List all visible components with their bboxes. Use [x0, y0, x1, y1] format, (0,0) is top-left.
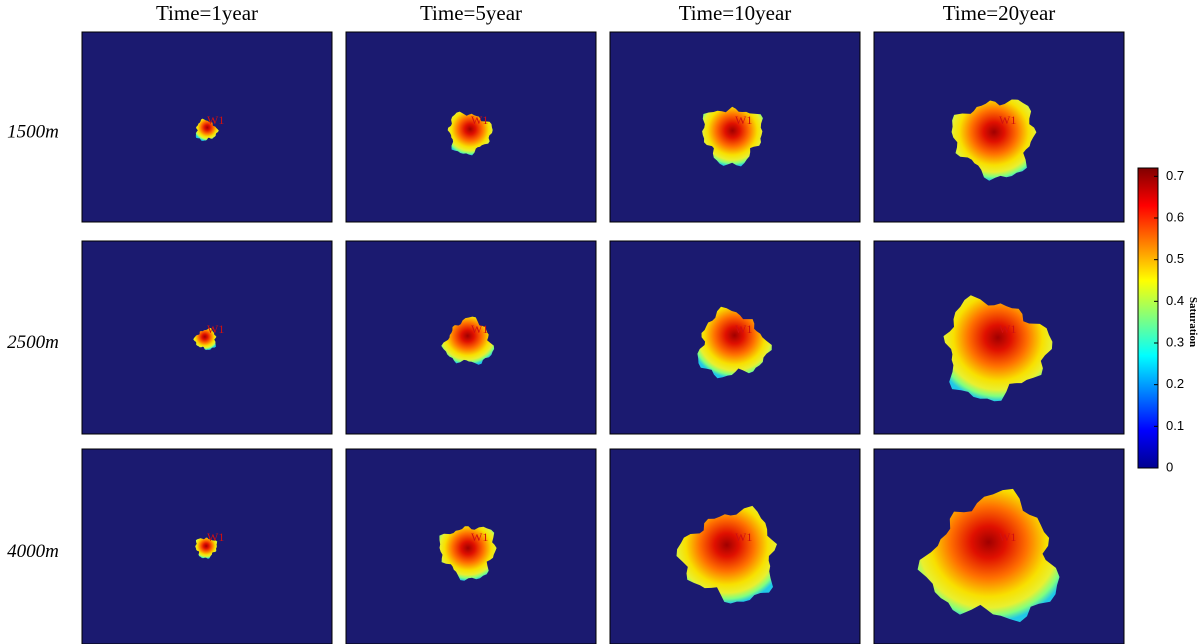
plume — [951, 99, 1037, 181]
column-header: Time=1year — [156, 1, 258, 25]
well-label: W1 — [471, 530, 488, 544]
well-label: W1 — [471, 322, 488, 336]
column-header: Time=5year — [420, 1, 522, 25]
plume — [702, 106, 763, 167]
well-label: W1 — [207, 530, 224, 544]
row-label: 2500m — [7, 332, 59, 353]
colorbar-tick-label: 0.4 — [1166, 293, 1184, 308]
colorbar-tick-label: 0.6 — [1166, 209, 1184, 224]
colorbar-tick-label: 0.1 — [1166, 418, 1184, 433]
plume — [439, 526, 497, 581]
well-label: W1 — [735, 530, 752, 544]
plume — [195, 118, 219, 141]
well-label: W1 — [999, 322, 1016, 336]
well-label: W1 — [207, 322, 224, 336]
row-label: 4000m — [7, 541, 59, 562]
plume — [195, 537, 218, 559]
well-label: W1 — [999, 530, 1016, 544]
colorbar-tick-label: 0.5 — [1166, 251, 1184, 266]
column-header: Time=10year — [679, 1, 792, 25]
colorbar-tick-label: 0 — [1166, 459, 1173, 474]
well-label: W1 — [207, 113, 224, 127]
plume — [447, 111, 493, 156]
plume — [676, 505, 777, 604]
well-label: W1 — [999, 113, 1016, 127]
colorbar — [1137, 167, 1159, 469]
plume — [193, 328, 217, 350]
well-label: W1 — [735, 322, 752, 336]
plume — [917, 488, 1060, 623]
column-header: Time=20year — [943, 1, 1056, 25]
well-label: W1 — [735, 113, 752, 127]
colorbar-tick-label: 0.2 — [1166, 376, 1184, 391]
plume — [697, 306, 772, 379]
plume — [943, 295, 1053, 402]
colorbar-label: Saturation — [1187, 297, 1199, 347]
colorbar-tick-label: 0.3 — [1166, 334, 1184, 349]
colorbar-tick-label: 0.7 — [1166, 168, 1184, 183]
row-label: 1500m — [7, 121, 59, 142]
well-label: W1 — [471, 113, 488, 127]
plume — [441, 316, 495, 365]
